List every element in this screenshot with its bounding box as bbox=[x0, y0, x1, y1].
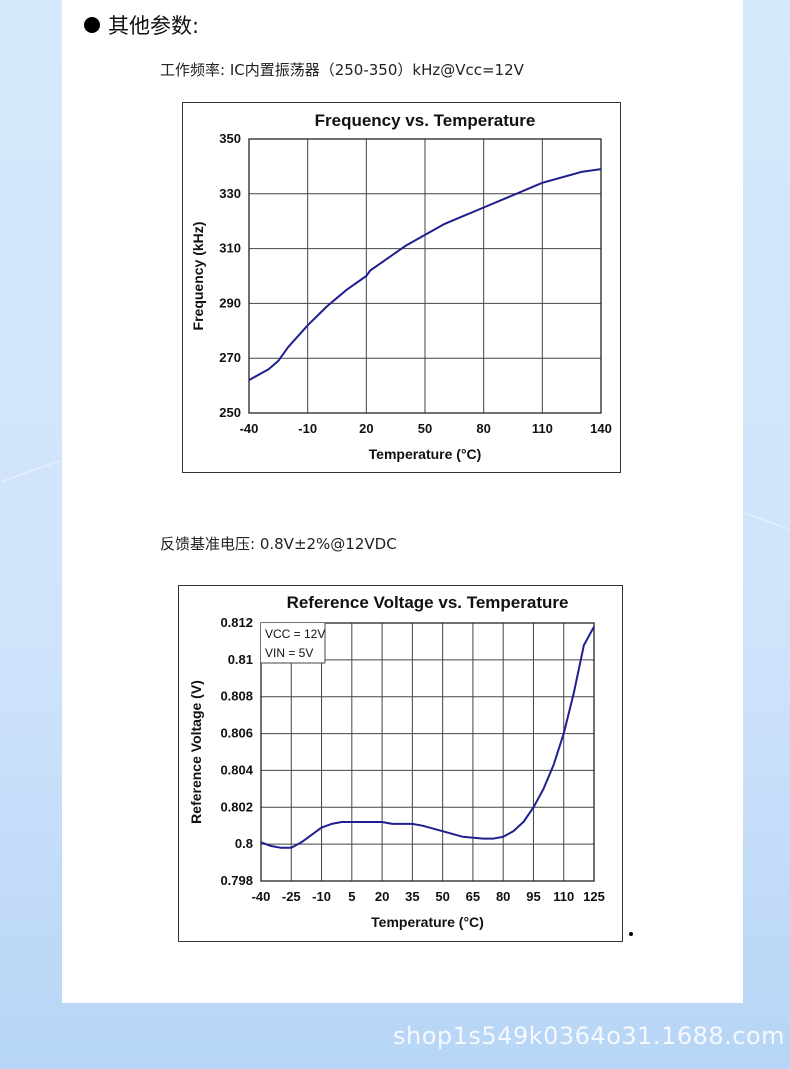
x-tick-label: 50 bbox=[418, 421, 432, 436]
x-tick-label: -40 bbox=[252, 889, 271, 904]
background-streak bbox=[1, 459, 61, 483]
y-tick-label: 310 bbox=[219, 241, 241, 256]
bullet-icon bbox=[84, 17, 100, 33]
annotation-box bbox=[261, 623, 325, 663]
x-tick-label: -40 bbox=[240, 421, 259, 436]
x-axis-label: Temperature (°C) bbox=[369, 446, 482, 462]
x-tick-label: 65 bbox=[466, 889, 480, 904]
y-tick-label: 0.8 bbox=[235, 836, 253, 851]
frequency-chart: Frequency vs. Temperature -40 -10 20 50 80 110… bbox=[182, 102, 621, 473]
x-tick-label: 110 bbox=[553, 889, 574, 904]
y-tick-label: 0.806 bbox=[220, 726, 253, 741]
x-tick-label: 125 bbox=[583, 889, 605, 904]
x-tick-label: -10 bbox=[312, 889, 331, 904]
x-tick-label: -25 bbox=[282, 889, 301, 904]
y-tick-label: 290 bbox=[219, 295, 241, 310]
chart-title: Reference Voltage vs. Temperature bbox=[287, 593, 569, 612]
watermark: shop1s549k0364o31.1688.com bbox=[393, 1022, 786, 1050]
annotation-text: VCC = 12V bbox=[265, 627, 325, 641]
x-tick-label: 20 bbox=[359, 421, 373, 436]
reference-voltage-chart-svg: Reference Voltage vs. Temperature -40 -25-… bbox=[188, 593, 605, 930]
reference-voltage-spec-text: 反馈基准电压: 0.8V±2%@12VDC bbox=[160, 535, 397, 553]
y-tick-label: 0.808 bbox=[220, 689, 253, 704]
y-tick-label: 250 bbox=[219, 405, 241, 420]
y-tick-label: 270 bbox=[219, 350, 241, 365]
y-axis-label: Reference Voltage (V) bbox=[188, 680, 204, 824]
x-tick-label: 140 bbox=[590, 421, 612, 436]
background-streak bbox=[744, 512, 789, 530]
plot-area-frame bbox=[248, 138, 602, 414]
x-axis-label: Temperature (°C) bbox=[371, 914, 484, 930]
y-tick-label: 330 bbox=[219, 186, 241, 201]
y-tick-label: 0.804 bbox=[220, 762, 253, 777]
reference-voltage-chart: Reference Voltage vs. Temperature -40 -25-… bbox=[178, 585, 623, 942]
frequency-chart-svg: Frequency vs. Temperature -40 -10 20 50 80 110… bbox=[190, 111, 612, 462]
x-tick-label: 50 bbox=[435, 889, 449, 904]
x-tick-label: 95 bbox=[526, 889, 540, 904]
series-line bbox=[260, 626, 595, 849]
x-tick-label: 35 bbox=[405, 889, 419, 904]
section-heading: 其他参数: bbox=[84, 10, 199, 40]
plot-area-frame bbox=[260, 622, 595, 882]
x-tick-label: 80 bbox=[496, 889, 510, 904]
frequency-spec-text: 工作频率: IC内置振荡器（250-350）kHz@Vcc=12V bbox=[160, 61, 524, 79]
x-tick-label: 110 bbox=[532, 421, 553, 436]
y-tick-label: 350 bbox=[219, 131, 241, 146]
annotation-text: VIN = 5V bbox=[265, 646, 313, 660]
y-axis-label: Frequency (kHz) bbox=[190, 222, 206, 331]
x-tick-label: 5 bbox=[348, 889, 355, 904]
stray-dot bbox=[629, 932, 633, 936]
y-tick-label: 0.812 bbox=[220, 615, 253, 630]
y-tick-label: 0.81 bbox=[228, 652, 253, 667]
x-tick-label: 20 bbox=[375, 889, 389, 904]
chart-title: Frequency vs. Temperature bbox=[315, 111, 536, 130]
y-tick-label: 0.802 bbox=[220, 799, 253, 814]
x-tick-label: -10 bbox=[298, 421, 317, 436]
section-title: 其他参数: bbox=[108, 14, 200, 38]
series-line bbox=[248, 168, 602, 381]
x-tick-label: 80 bbox=[476, 421, 490, 436]
y-tick-label: 0.798 bbox=[220, 873, 253, 888]
